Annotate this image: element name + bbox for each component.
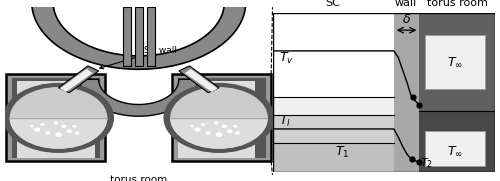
- Circle shape: [234, 125, 236, 127]
- Bar: [147, 7, 155, 66]
- Circle shape: [236, 132, 240, 134]
- Bar: [122, 7, 130, 66]
- Circle shape: [202, 124, 204, 126]
- Text: $\delta$: $\delta$: [402, 13, 411, 26]
- Circle shape: [62, 125, 66, 128]
- Polygon shape: [179, 66, 219, 93]
- Circle shape: [76, 132, 79, 134]
- Circle shape: [195, 128, 200, 131]
- Bar: [420, 13, 495, 111]
- Bar: [134, 7, 143, 66]
- Text: torus room: torus room: [426, 0, 488, 8]
- Wedge shape: [10, 118, 106, 148]
- Polygon shape: [185, 69, 218, 92]
- Bar: [17, 81, 94, 158]
- Circle shape: [216, 133, 222, 136]
- Circle shape: [4, 83, 114, 152]
- Bar: [6, 74, 105, 161]
- Circle shape: [30, 125, 33, 127]
- Polygon shape: [60, 69, 92, 92]
- Polygon shape: [80, 79, 198, 116]
- Bar: [178, 78, 266, 158]
- Bar: [394, 13, 419, 172]
- Circle shape: [34, 128, 40, 131]
- Circle shape: [67, 130, 71, 133]
- Bar: [272, 97, 394, 115]
- Circle shape: [171, 88, 267, 148]
- Circle shape: [56, 133, 62, 136]
- Bar: [272, 143, 394, 172]
- Text: $T_v$: $T_v$: [279, 51, 294, 66]
- Bar: [425, 131, 485, 166]
- Bar: [272, 115, 394, 143]
- Text: SC wall: SC wall: [100, 45, 177, 69]
- Circle shape: [222, 125, 226, 128]
- Circle shape: [191, 125, 194, 127]
- Text: $T_\infty$: $T_\infty$: [447, 56, 463, 69]
- Text: SC: SC: [325, 0, 340, 8]
- Text: $T_l$: $T_l$: [279, 113, 291, 129]
- Text: $T_1$: $T_1$: [335, 145, 349, 160]
- Bar: [420, 111, 495, 172]
- Text: wall: wall: [395, 0, 417, 8]
- Circle shape: [228, 130, 232, 133]
- Circle shape: [206, 132, 210, 134]
- Circle shape: [54, 122, 58, 124]
- Text: $T_\infty$: $T_\infty$: [447, 145, 463, 158]
- Circle shape: [10, 88, 106, 148]
- Bar: [172, 74, 271, 161]
- Circle shape: [46, 132, 50, 134]
- Polygon shape: [32, 2, 246, 69]
- Bar: [178, 81, 255, 158]
- Text: $T_2$: $T_2$: [420, 156, 432, 170]
- Bar: [12, 78, 100, 158]
- Circle shape: [73, 125, 76, 127]
- Polygon shape: [58, 66, 98, 93]
- Text: torus room: torus room: [110, 175, 168, 181]
- Circle shape: [214, 122, 218, 124]
- Bar: [272, 13, 394, 97]
- Bar: [425, 35, 485, 89]
- Wedge shape: [171, 118, 267, 148]
- Circle shape: [164, 83, 274, 152]
- Circle shape: [41, 124, 44, 126]
